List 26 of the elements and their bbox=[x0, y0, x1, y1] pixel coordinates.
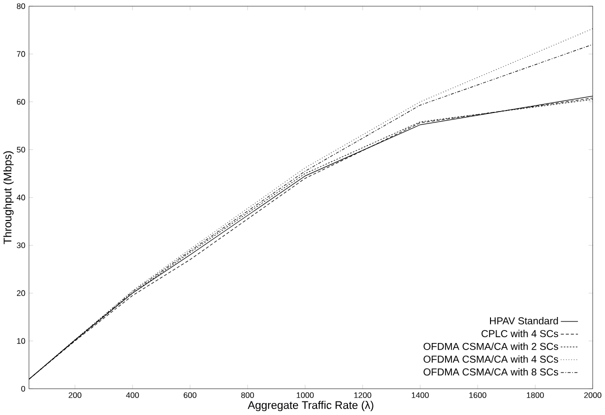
legend-label: OFDMA CSMA/CA with 4 SCs bbox=[424, 356, 558, 363]
y-tick-label: 0 bbox=[21, 386, 26, 392]
y-tick-label: 70 bbox=[16, 51, 26, 58]
y-tick-label: 20 bbox=[16, 290, 26, 296]
x-tick-label: 1600 bbox=[469, 392, 486, 398]
y-tick-label: 40 bbox=[16, 194, 26, 201]
x-tick-label: 1800 bbox=[526, 392, 544, 398]
y-axis-title: Throughput (Mbps) bbox=[3, 152, 14, 244]
x-tick-label: 1000 bbox=[296, 392, 314, 398]
x-tick-label: 2000 bbox=[584, 392, 602, 398]
x-tick-label: 200 bbox=[68, 392, 82, 398]
legend-label: CPLC with 4 SCs bbox=[482, 330, 558, 338]
y-tick-label: 10 bbox=[17, 338, 26, 344]
legend-label: OFDMA CSMA/CA with 8 SCs bbox=[424, 368, 558, 376]
x-axis-title: Aggregate Traffic Rate (λ) bbox=[248, 401, 374, 412]
x-tick-label: 400 bbox=[126, 392, 139, 398]
x-tick-label: 800 bbox=[241, 392, 254, 398]
x-tick-label: 1400 bbox=[412, 392, 429, 398]
x-tick-label: 600 bbox=[184, 392, 196, 398]
y-tick-label: 60 bbox=[16, 99, 26, 105]
x-tick-label: 1200 bbox=[354, 392, 372, 398]
y-tick-label: 50 bbox=[16, 147, 26, 153]
y-tick-label: 80 bbox=[16, 4, 26, 10]
legend-label: OFDMA CSMA/CA with 2 SCs bbox=[424, 342, 558, 350]
legend-label: HPAV Standard bbox=[490, 317, 558, 325]
y-tick-label: 30 bbox=[16, 242, 26, 248]
